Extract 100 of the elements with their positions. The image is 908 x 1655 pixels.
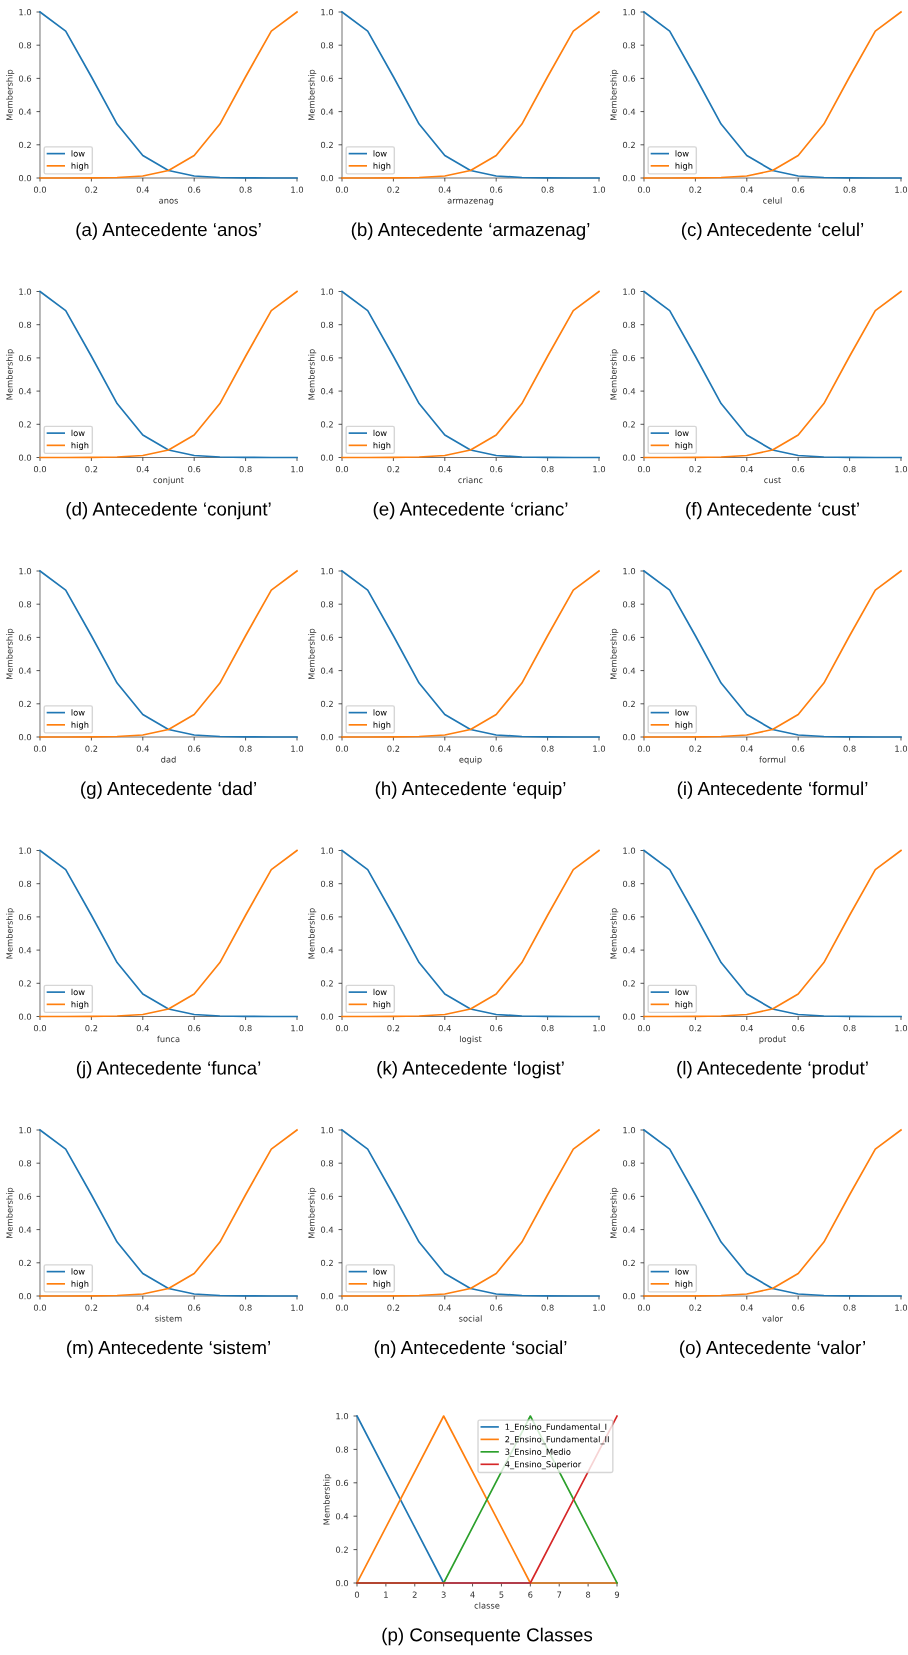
x-tick-label: 0.0 (637, 1304, 651, 1311)
x-axis-title: equip (459, 756, 482, 765)
x-tick-label: 0.4 (438, 1304, 451, 1311)
x-tick-label: 0.4 (136, 745, 149, 752)
y-tick-label: 0.2 (622, 980, 635, 987)
y-tick-label: 0.0 (622, 1292, 636, 1300)
x-tick-label: 0.2 (387, 1024, 400, 1032)
x-tick-label: 0.0 (33, 186, 47, 193)
x-tick-label: 0.4 (136, 1024, 149, 1032)
x-axis-title: dad (161, 756, 176, 763)
y-tick-label: 1.0 (19, 8, 32, 16)
line-series (643, 849, 902, 1018)
legend-label: low (71, 988, 85, 996)
x-tick-label: 0.4 (740, 186, 753, 193)
y-tick-label: 1.0 (19, 1126, 32, 1134)
text: (l) Antecedente ‘produt’ (677, 1060, 868, 1079)
x-tick-label: 0.8 (239, 1024, 252, 1032)
x-tick-label: 5 (499, 1591, 504, 1598)
legend-label: high (373, 721, 391, 730)
x-axis-title: celul (763, 197, 782, 204)
x-tick-label: 0.4 (740, 745, 753, 752)
y-tick-label: 0.0 (320, 454, 334, 461)
y-tick-label: 0.6 (320, 75, 334, 82)
x-tick-label: 0.6 (188, 745, 201, 752)
y-tick-label: 0.4 (622, 388, 636, 395)
x-tick-label: 0.0 (33, 745, 47, 752)
legend-label: low (71, 150, 85, 157)
y-tick-label: 0.8 (320, 42, 334, 49)
x-tick-label: 0.8 (239, 465, 252, 473)
legend-label: low (71, 709, 85, 716)
y-tick-label: 0.0 (320, 1292, 334, 1300)
y-tick-label: 0.6 (622, 354, 636, 362)
legend-label: 4_Ensino_Superior (505, 1460, 582, 1470)
legend-label: low (675, 429, 689, 437)
x-tick-label: 6 (528, 1591, 533, 1598)
x-tick-label: 1.0 (291, 745, 304, 752)
y-tick-label: 0.2 (18, 700, 31, 708)
y-axis-title: Membership (6, 349, 15, 400)
legend-label: low (71, 429, 85, 437)
legend-label: high (71, 441, 89, 450)
x-tick-label: 2 (412, 1591, 417, 1598)
y-tick-label: 0.4 (18, 947, 32, 954)
x-tick-label: 0.2 (85, 1304, 98, 1311)
y-tick-label: 0.4 (320, 667, 334, 674)
y-tick-label: 0.6 (335, 1479, 349, 1487)
x-tick-label: 0.0 (637, 745, 651, 752)
x-axis-title: funca (157, 1035, 180, 1043)
x-tick-label: 0.4 (438, 1024, 451, 1032)
x-tick-label: 1.0 (291, 186, 304, 193)
text: (e) Antecedente ‘crianc’ (373, 501, 568, 520)
y-tick-label: 0.4 (18, 108, 32, 115)
x-tick-label: 0.2 (387, 1304, 400, 1311)
x-tick-label: 1.0 (291, 1024, 304, 1032)
y-tick-label: 0.4 (320, 1226, 334, 1233)
x-tick-label: 1.0 (593, 745, 606, 752)
x-tick-label: 0.2 (689, 1024, 702, 1032)
legend-label: low (373, 1268, 387, 1275)
y-tick-label: 1.0 (623, 288, 636, 295)
x-tick-label: 0.2 (387, 186, 400, 193)
line-series (341, 1129, 600, 1297)
x-tick-label: 0.6 (188, 465, 201, 473)
legend-label: low (373, 988, 387, 996)
x-axis-title: valor (762, 1315, 783, 1322)
y-axis-title: Membership (610, 908, 619, 959)
legend-label: low (675, 150, 689, 157)
line-series (39, 849, 298, 1018)
x-tick-label: 0.8 (239, 1304, 252, 1311)
line-series (341, 570, 600, 738)
x-tick-label: 0.6 (490, 465, 503, 473)
y-tick-label: 0.0 (320, 174, 334, 182)
y-tick-label: 0.0 (622, 174, 636, 182)
y-tick-label: 0.8 (622, 880, 636, 887)
x-tick-label: 4 (470, 1591, 475, 1598)
legend-label: high (675, 1280, 693, 1289)
x-axis-title: anos (159, 198, 179, 204)
y-tick-label: 0.0 (18, 174, 32, 182)
x-tick-label: 0.4 (136, 465, 149, 473)
x-tick-label: 0.0 (33, 1024, 47, 1032)
x-tick-label: 0.6 (792, 186, 805, 193)
y-tick-label: 1.0 (321, 847, 334, 854)
y-tick-label: 0.2 (320, 1259, 333, 1267)
y-tick-label: 0.0 (320, 733, 334, 741)
legend-label: low (373, 429, 387, 437)
x-tick-label: 1.0 (593, 465, 606, 473)
y-axis-title: Membership (308, 628, 317, 679)
y-tick-label: 1.0 (623, 567, 636, 575)
x-axis-title: crianc (458, 476, 483, 484)
y-tick-label: 0.2 (320, 141, 333, 149)
y-tick-label: 0.8 (622, 321, 636, 328)
y-tick-label: 1.0 (321, 1126, 334, 1134)
x-tick-label: 0.6 (188, 186, 201, 193)
y-tick-label: 0.8 (320, 1160, 334, 1167)
text: (a) Antecedente ‘anos’ (76, 222, 261, 240)
y-tick-label: 0.6 (18, 75, 32, 82)
y-tick-label: 0.8 (320, 880, 334, 887)
line-series (643, 11, 902, 179)
text: (b) Antecedente ‘armazenag’ (351, 222, 590, 240)
x-tick-label: 0.8 (239, 745, 252, 752)
y-axis-title: Membership (308, 69, 317, 120)
y-tick-label: 1.0 (623, 847, 636, 854)
